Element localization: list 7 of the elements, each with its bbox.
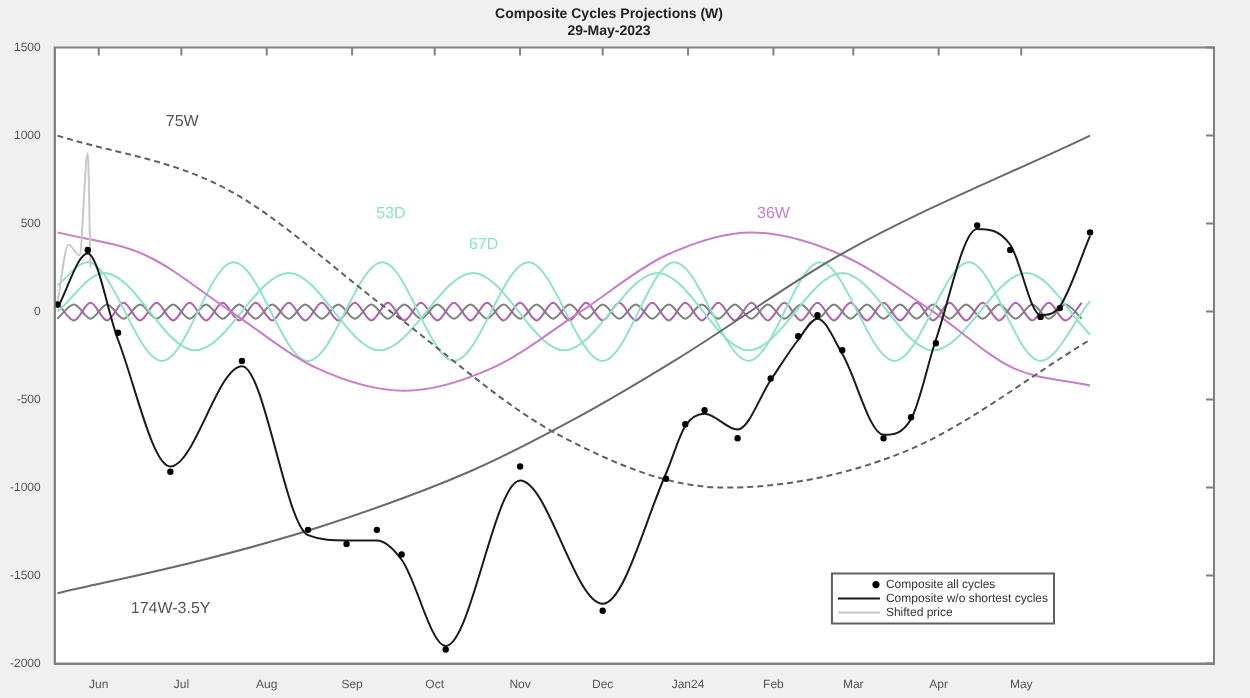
annotation: 67D	[468, 235, 499, 254]
line-series	[56, 134, 1092, 595]
annotation: 174W-3.5Y	[130, 598, 212, 617]
annotation: 75W	[165, 111, 200, 130]
annotation: 53D	[376, 204, 406, 223]
annotation: 36W	[757, 204, 791, 223]
line-series	[56, 231, 1092, 392]
